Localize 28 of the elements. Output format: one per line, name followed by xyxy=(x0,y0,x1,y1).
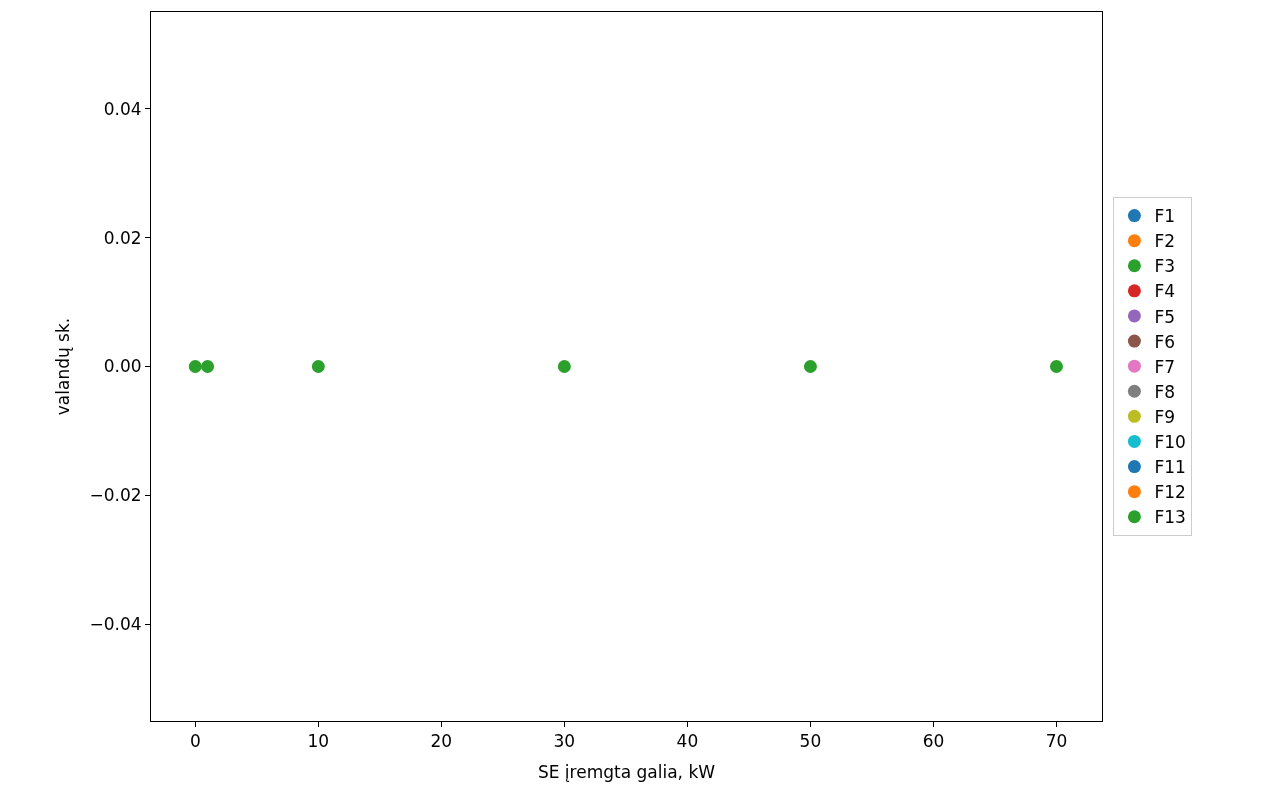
x-tick-label: 10 xyxy=(307,731,330,752)
x-tick-label: 30 xyxy=(553,731,576,752)
x-tick-label: 70 xyxy=(1045,731,1068,752)
legend-label: F5 xyxy=(1154,306,1176,327)
y-tick-label: −0.04 xyxy=(89,614,142,635)
legend-label: F9 xyxy=(1154,406,1176,427)
legend-label: F8 xyxy=(1154,381,1176,402)
x-tick-label: 60 xyxy=(922,731,945,752)
y-tick-label: −0.02 xyxy=(89,485,142,506)
x-tick-label: 40 xyxy=(676,731,699,752)
legend-label: F2 xyxy=(1154,231,1176,252)
legend-label: F13 xyxy=(1154,507,1186,528)
legend-label: F3 xyxy=(1154,256,1176,277)
legend-label: F11 xyxy=(1154,457,1186,478)
legend-label: F1 xyxy=(1154,206,1176,227)
x-axis-title: SE įremgta galia, kW xyxy=(537,761,716,782)
legend-label: F10 xyxy=(1154,432,1186,453)
y-axis-title: valandų sk. xyxy=(53,317,74,416)
y-tick-label: 0.04 xyxy=(103,98,142,119)
legend-label: F7 xyxy=(1154,356,1176,377)
y-tick-label: 0.00 xyxy=(103,356,142,377)
legend-label: F4 xyxy=(1154,281,1176,302)
x-tick-label: 50 xyxy=(799,731,822,752)
y-tick-label: 0.02 xyxy=(103,227,142,248)
legend-label: F6 xyxy=(1154,331,1176,352)
legend-label: F12 xyxy=(1154,482,1186,503)
x-tick-label: 20 xyxy=(430,731,453,752)
x-tick-label: 0 xyxy=(189,731,201,752)
